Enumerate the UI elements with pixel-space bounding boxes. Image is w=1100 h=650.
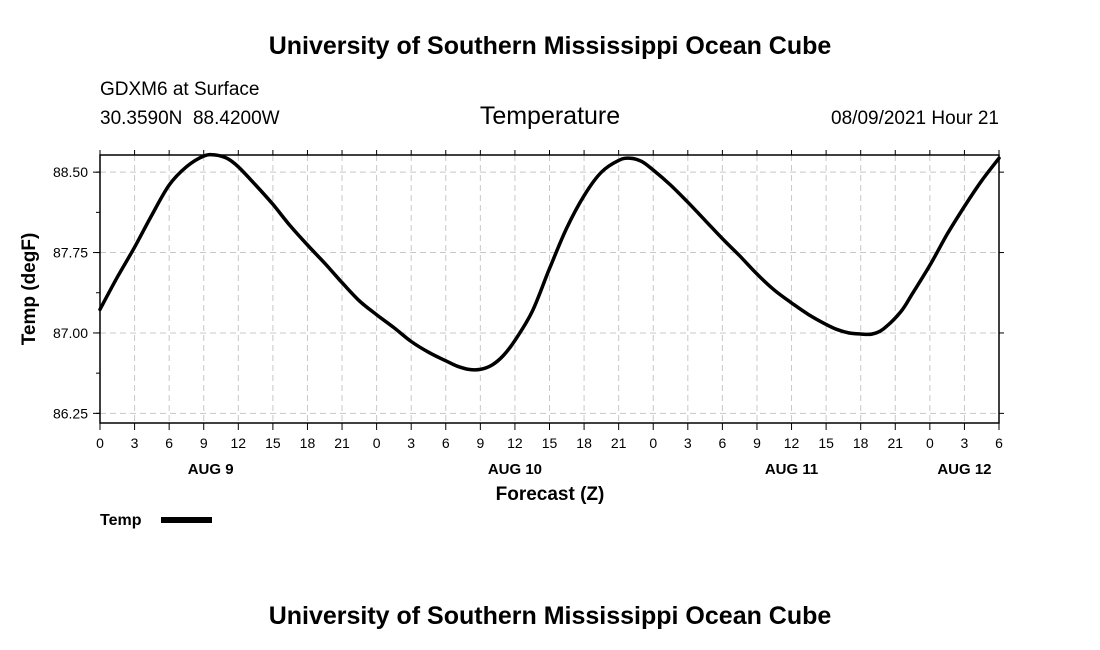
legend-label: Temp [100, 512, 142, 529]
x-tick-label: 15 [542, 435, 558, 451]
chart-title: Temperature [480, 102, 620, 130]
y-tick-label: 87.75 [53, 245, 88, 261]
x-tick-label: 18 [853, 435, 869, 451]
x-tick-label: 12 [784, 435, 800, 451]
legend: Temp [100, 512, 212, 529]
series-line-temp [98, 152, 1001, 372]
x-tick-label: 9 [753, 435, 761, 451]
x-tick-label: 3 [131, 435, 139, 451]
x-tick-label: 12 [507, 435, 523, 451]
x-tick-label: 6 [995, 435, 1003, 451]
top-title: University of Southern Mississippi Ocean… [269, 32, 832, 60]
date-label: AUG 12 [937, 461, 991, 478]
x-tick-label: 0 [926, 435, 934, 451]
y-tick-label: 88.50 [53, 164, 88, 180]
x-tick-label: 3 [961, 435, 969, 451]
x-tick-label: 0 [649, 435, 657, 451]
x-tick-label: 12 [231, 435, 247, 451]
date-label: AUG 11 [765, 461, 818, 478]
station-label: GDXM6 at Surface [100, 79, 259, 100]
x-tick-label: 3 [684, 435, 692, 451]
x-tick-label: 3 [407, 435, 415, 451]
x-tick-label: 9 [200, 435, 208, 451]
date-label: AUG 10 [488, 461, 542, 478]
x-tick-label: 0 [373, 435, 381, 451]
x-tick-label: 6 [442, 435, 450, 451]
x-tick-label: 18 [576, 435, 592, 451]
x-tick-label: 15 [265, 435, 281, 451]
y-tick-labels: 88.50 87.75 87.00 86.25 [53, 164, 88, 421]
bottom-title: University of Southern Mississippi Ocean… [269, 602, 832, 630]
x-tick-label: 21 [334, 435, 350, 451]
plot-frame [99, 154, 1000, 424]
date-label: AUG 9 [188, 461, 234, 478]
y-tick-label: 87.00 [53, 325, 88, 341]
x-tick-label: 21 [611, 435, 627, 451]
x-tick-labels: 0 3 6 9 12 15 18 21 0 3 6 9 12 15 18 21 0 3 6 9 12 15 18 21 0 3 6 [96, 435, 1003, 451]
x-tick-label: 15 [818, 435, 834, 451]
x-tick-label: 21 [887, 435, 903, 451]
y-tick-label: 86.25 [53, 405, 88, 421]
x-axis-label: Forecast (Z) [496, 484, 605, 505]
grid-lines [100, 155, 999, 423]
x-tick-label: 0 [96, 435, 104, 451]
location-label: 30.3590N 88.4200W [100, 108, 280, 129]
x-tick-label: 6 [165, 435, 173, 451]
x-tick-label: 9 [476, 435, 484, 451]
datetime-label: 08/09/2021 Hour 21 [831, 108, 999, 129]
axis-ticks [93, 150, 1004, 430]
x-tick-label: 18 [300, 435, 316, 451]
y-axis-label: Temp (degF) [19, 233, 40, 346]
x-tick-label: 6 [718, 435, 726, 451]
date-labels: AUG 9 AUG 10 AUG 11 AUG 12 [188, 461, 992, 478]
